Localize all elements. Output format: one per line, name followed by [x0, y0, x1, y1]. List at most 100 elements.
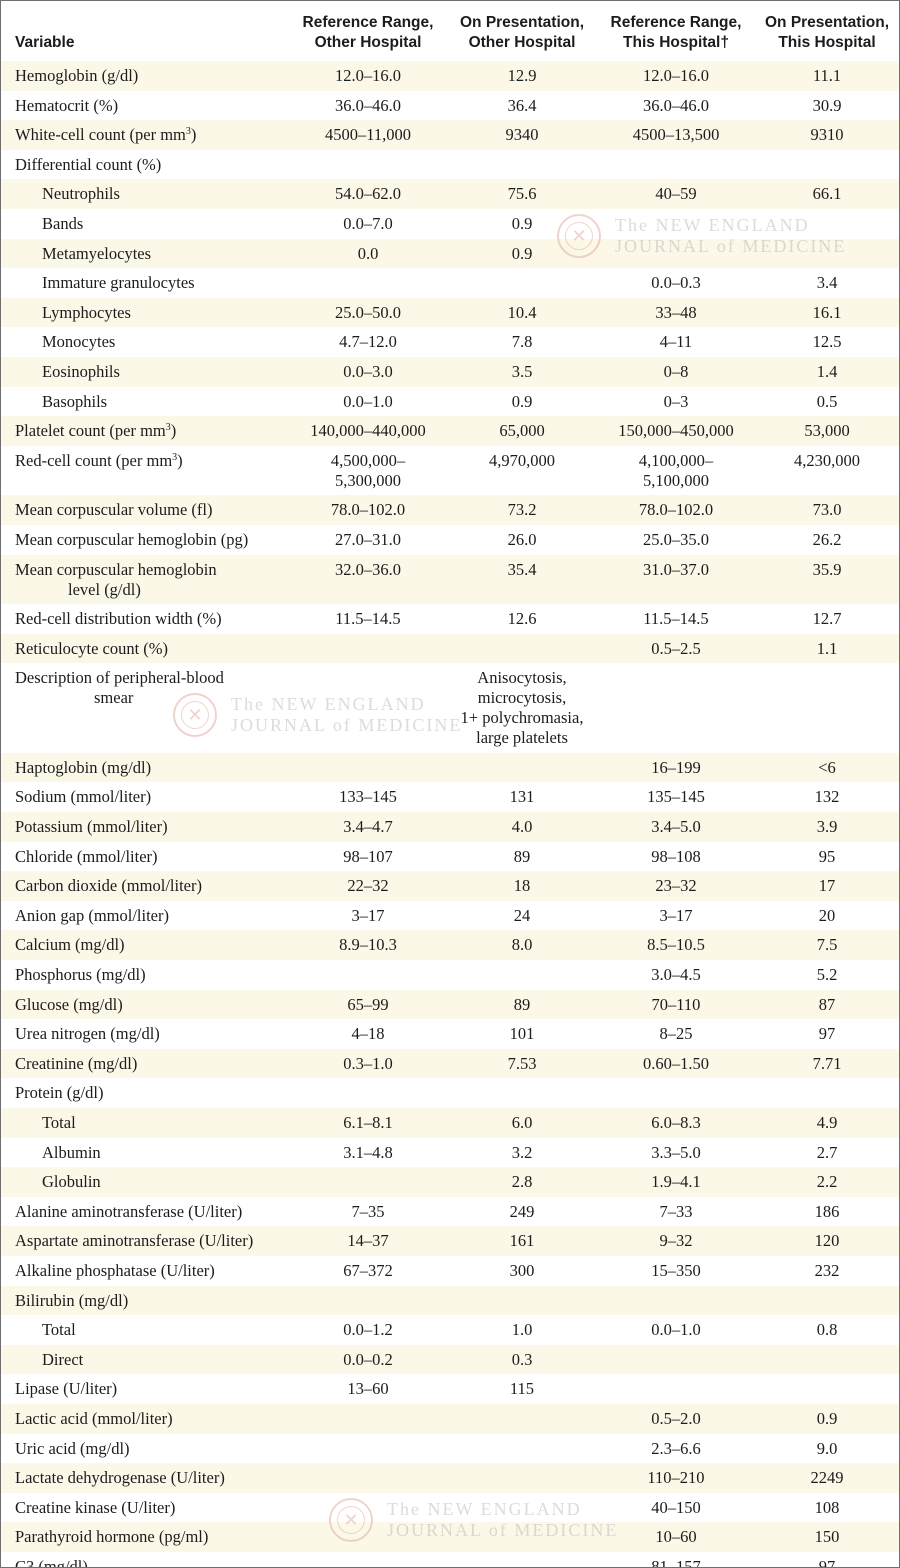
cell-value: 40–150	[651, 1497, 701, 1517]
cell-value: 4–18	[351, 1024, 385, 1044]
cell-on-presentation-this-hospital: 66.1	[755, 179, 899, 209]
cell-value: 3.5	[511, 361, 533, 381]
row-label-superscript: 3	[185, 126, 191, 138]
row-label: Creatinine (mg/dl)	[15, 1054, 137, 1073]
cell-reference-range-this-hospital: 15–350	[597, 1256, 755, 1286]
cell-reference-range-other-hospital: 3.1–4.8	[289, 1138, 447, 1168]
cell-on-presentation-other-hospital: 65,000	[447, 416, 597, 446]
cell-reference-range-this-hospital	[597, 1285, 755, 1316]
table-row: Uric acid (mg/dl) 2.3–6.6 9.0	[1, 1434, 899, 1464]
cell-reference-range-this-hospital: 23–32	[597, 871, 755, 901]
cell-value: 7.53	[507, 1053, 537, 1073]
row-label: Alkaline phosphatase (U/liter)	[15, 1261, 215, 1280]
row-label-text: Red-cell distribution width (%)	[15, 609, 222, 629]
row-label-text: Carbon dioxide (mmol/liter)	[15, 876, 202, 896]
cell-value: 300	[509, 1260, 535, 1280]
row-label: Parathyroid hormone (pg/ml)	[15, 1527, 208, 1546]
table-row: Alkaline phosphatase (U/liter) 67–372 300 1…	[1, 1256, 899, 1286]
cell-on-presentation-this-hospital: 2.2	[755, 1167, 899, 1197]
cell-value: 73.2	[507, 500, 537, 520]
row-label-text: Anion gap (mmol/liter)	[15, 905, 169, 925]
cell-reference-range-other-hospital: 98–107	[289, 842, 447, 872]
cell-value: 135–145	[647, 787, 705, 807]
cell-value: 33–48	[655, 302, 697, 322]
row-label-text: Monocytes	[42, 332, 116, 352]
table-row: Lactic acid (mmol/liter) 0.5–2.0 0.9	[1, 1403, 899, 1434]
cell-reference-range-this-hospital: 7–33	[597, 1197, 755, 1227]
cell-value: 131	[509, 787, 535, 807]
header-line: Reference Range,	[610, 14, 742, 31]
cell-on-presentation-other-hospital: 1.0	[447, 1315, 597, 1345]
cell-value: 73.0	[812, 500, 842, 520]
cell-reference-range-other-hospital: 7–35	[289, 1197, 447, 1227]
row-label-continuation: smear	[94, 688, 134, 708]
cell-value: 6.0–8.3	[651, 1113, 701, 1132]
cell-value: 0.0	[357, 243, 379, 263]
cell-value: 16–199	[651, 757, 701, 777]
cell-value: 4,500,000–	[330, 450, 406, 470]
table-row: Hemoglobin (g/dl) 12.0–16.0 12.9 12.0–16.0 1…	[1, 61, 899, 91]
cell-reference-range-this-hospital: 8.5–10.5	[597, 930, 755, 961]
cell-reference-range-other-hospital: 36.0–46.0	[289, 91, 447, 121]
row-variable-cell: Uric acid (mg/dl)	[1, 1434, 289, 1464]
row-label-text: Sodium (mmol/liter)	[15, 787, 152, 807]
row-variable-cell: Mean corpuscular volume (fl)	[1, 495, 289, 525]
cell-value: 0.5	[816, 391, 838, 411]
cell-value: 3–17	[659, 905, 693, 925]
table-row: Creatinine (mg/dl) 0.3–1.0 7.53 0.60–1.50 7.…	[1, 1048, 899, 1079]
cell-on-presentation-other-hospital: 115	[447, 1374, 597, 1404]
cell-on-presentation-this-hospital	[755, 1078, 899, 1108]
cell-value: 97	[818, 1024, 836, 1044]
row-label-superscript: 3	[172, 451, 178, 463]
cell-on-presentation-other-hospital: 7.8	[447, 327, 597, 357]
cell-value: 1.4	[816, 361, 838, 381]
cell-reference-range-other-hospital: 32.0–36.0	[289, 554, 447, 605]
cell-reference-range-this-hospital	[597, 238, 755, 269]
cell-reference-range-other-hospital: 78.0–102.0	[289, 495, 447, 525]
cell-on-presentation-other-hospital: 35.4	[447, 554, 597, 605]
cell-reference-range-other-hospital: 0.0–1.2	[289, 1315, 447, 1345]
cell-on-presentation-other-hospital	[447, 960, 597, 990]
row-variable-cell: Hematocrit (%)	[1, 91, 289, 121]
cell-value: 17	[818, 876, 836, 896]
cell-value: 1.9–4.1	[651, 1172, 701, 1192]
cell-reference-range-this-hospital: 3–17	[597, 901, 755, 931]
cell-reference-range-this-hospital: 4,100,000– 5,100,000	[597, 446, 755, 496]
cell-value: 3.0–4.5	[651, 965, 701, 985]
cell-reference-range-other-hospital	[289, 633, 447, 664]
cell-on-presentation-other-hospital: 3.2	[447, 1138, 597, 1168]
row-label: Total	[15, 1320, 76, 1340]
row-variable-cell: Albumin	[1, 1138, 289, 1168]
cell-reference-range-this-hospital: 110–210	[597, 1463, 755, 1493]
row-label: Bilirubin (mg/dl)	[15, 1291, 128, 1310]
cell-value: 9340	[505, 125, 539, 145]
cell-value: 8–25	[659, 1024, 693, 1044]
cell-value: 3.4	[816, 273, 838, 293]
row-variable-cell: Alanine aminotransferase (U/liter)	[1, 1197, 289, 1227]
cell-value: 0.0–0.3	[651, 273, 701, 293]
table-row: Chloride (mmol/liter) 98–107 89 98–108 95	[1, 842, 899, 872]
cell-on-presentation-other-hospital	[447, 1285, 597, 1316]
cell-reference-range-other-hospital	[289, 268, 447, 298]
cell-reference-range-other-hospital: 54.0–62.0	[289, 179, 447, 209]
cell-value: 0.0–1.2	[343, 1320, 393, 1340]
row-variable-cell: Basophils	[1, 387, 289, 417]
table-row: Bilirubin (mg/dl)	[1, 1285, 899, 1316]
cell-value: 36.4	[507, 95, 537, 115]
cell-on-presentation-this-hospital: 7.5	[755, 930, 899, 961]
cell-value: 0.0–3.0	[343, 361, 393, 381]
row-label: Hematocrit (%)	[15, 96, 118, 115]
cell-reference-range-this-hospital: 16–199	[597, 752, 755, 783]
cell-reference-range-this-hospital: 2.3–6.6	[597, 1434, 755, 1464]
cell-reference-range-this-hospital	[597, 663, 755, 753]
cell-value: 1.0	[511, 1320, 533, 1340]
table-row: Direct 0.0–0.2 0.3	[1, 1344, 899, 1375]
row-variable-cell: Neutrophils	[1, 179, 289, 209]
row-label-text: Eosinophils	[42, 361, 120, 381]
cell-value: 4,970,000	[489, 450, 555, 470]
cell-value: 0.0–0.2	[343, 1349, 393, 1369]
row-label-text: Calcium (mg/dl)	[15, 935, 125, 955]
table-row: Immature granulocytes 0.0–0.3 3.4	[1, 268, 899, 298]
row-label: Calcium (mg/dl)	[15, 935, 125, 954]
cell-value: 8.0	[511, 935, 533, 955]
